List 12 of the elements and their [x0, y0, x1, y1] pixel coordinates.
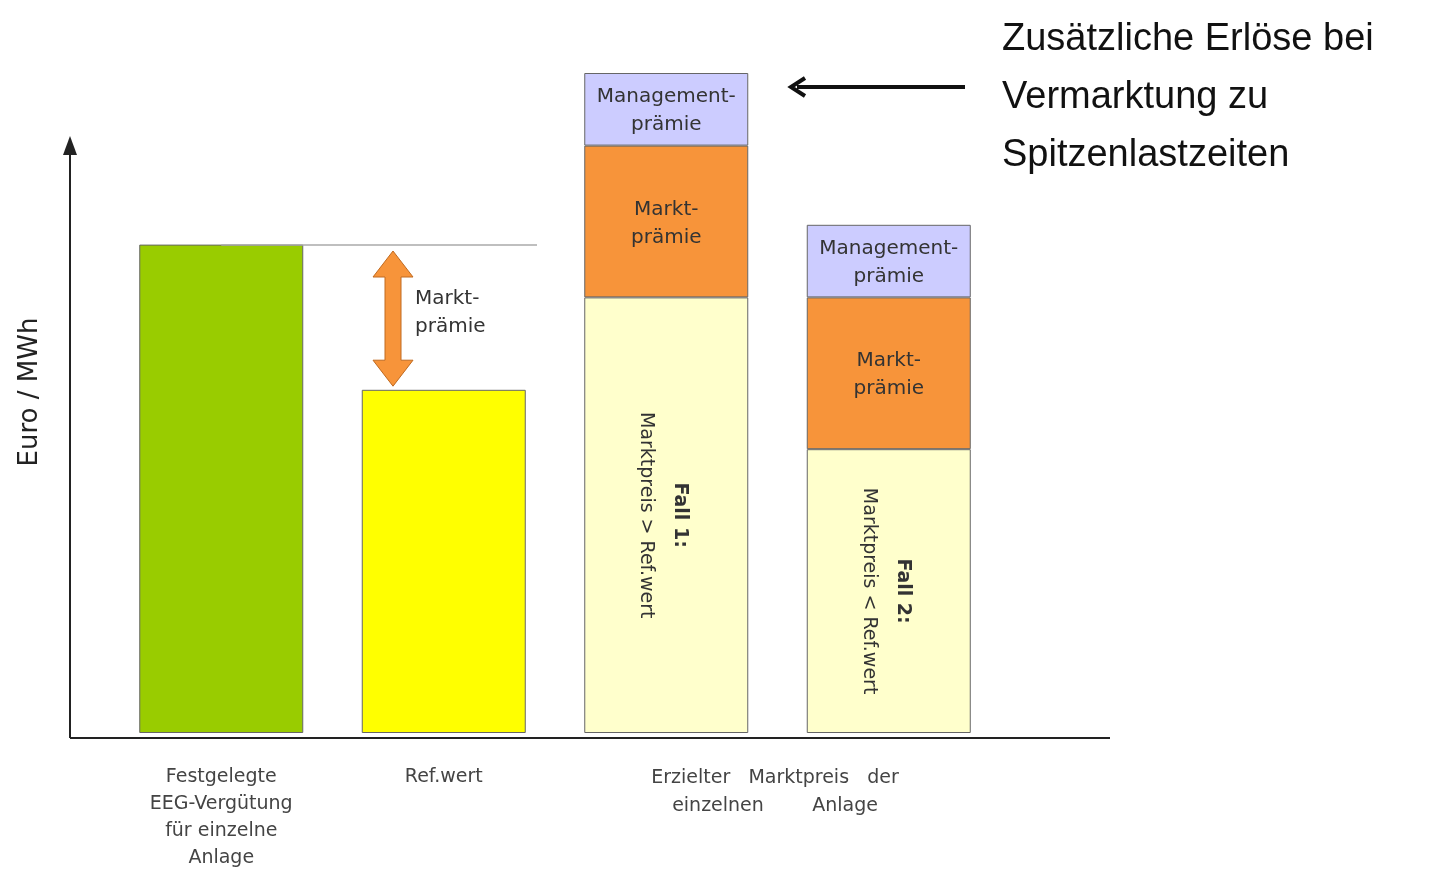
x-tick-label: Festgelegte EEG-Vergütung für einzelne Anlage: [149, 763, 293, 867]
y-axis-title: Euro / MWh: [13, 317, 43, 467]
x-tick-label: Ref.wert: [404, 763, 483, 786]
annotation: Fall 1: Marktpreis > Ref.wert: [637, 411, 694, 619]
series-label: Markt- prämie: [630, 195, 702, 248]
text: Erzielter Marktpreis der einzelnen Anlage: [651, 765, 899, 815]
series-label: Management- prämie: [819, 235, 959, 288]
annotation: Fall 2: Marktpreis < Ref.wert: [859, 487, 916, 695]
text: Zusätzliche Erlöse bei Vermarktung zu Spitzenlastzeiten: [1002, 16, 1374, 174]
annotation: Markt- prämie: [415, 285, 486, 337]
text: Management- prämie: [596, 83, 736, 136]
text: Markt- prämie: [853, 347, 925, 400]
